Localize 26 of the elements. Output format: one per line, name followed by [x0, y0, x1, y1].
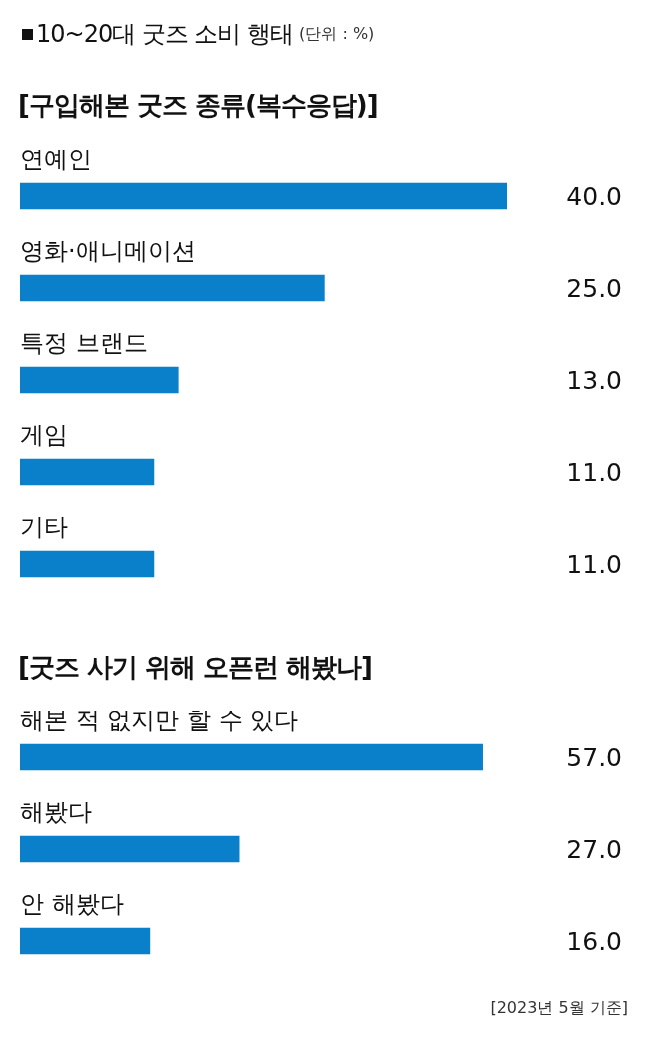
y-tick-label: 해봤다 [20, 798, 92, 827]
data-label: 25.0 [566, 273, 622, 303]
bar [20, 366, 179, 394]
y-tick-label: 게임 [20, 421, 68, 450]
data-label: 16.0 [566, 926, 622, 956]
chart-subtitle: (단위 : %) [299, 23, 375, 45]
y-tick-label: 영화·애니메이션 [20, 237, 196, 266]
data-label: 27.0 [566, 834, 622, 864]
y-tick-label: 연예인 [20, 145, 92, 174]
data-label: 11.0 [566, 549, 622, 579]
y-tick-label: 해본 적 없지만 할 수 있다 [20, 706, 299, 735]
data-label: 11.0 [566, 457, 622, 487]
data-label: 13.0 [566, 365, 622, 395]
bar [20, 274, 325, 302]
data-label: 40.0 [566, 181, 622, 211]
annotation: [구입해본 굿즈 종류(복수응답)] [18, 89, 378, 122]
text: [2023년 5월 기준] [490, 998, 628, 1019]
data-label: 57.0 [566, 742, 622, 772]
chart-title: [굿즈 사기 위해 오픈런 해봤나] [18, 651, 372, 684]
bar [20, 182, 507, 210]
bar [20, 550, 155, 578]
y-tick-label: 안 해봤다 [20, 890, 124, 919]
y-tick-label: 특정 브랜드 [20, 329, 148, 358]
chart-title: 10~20대 굿즈 소비 행태 [36, 19, 294, 50]
bar [20, 458, 155, 486]
y-tick-label: 기타 [20, 513, 68, 542]
